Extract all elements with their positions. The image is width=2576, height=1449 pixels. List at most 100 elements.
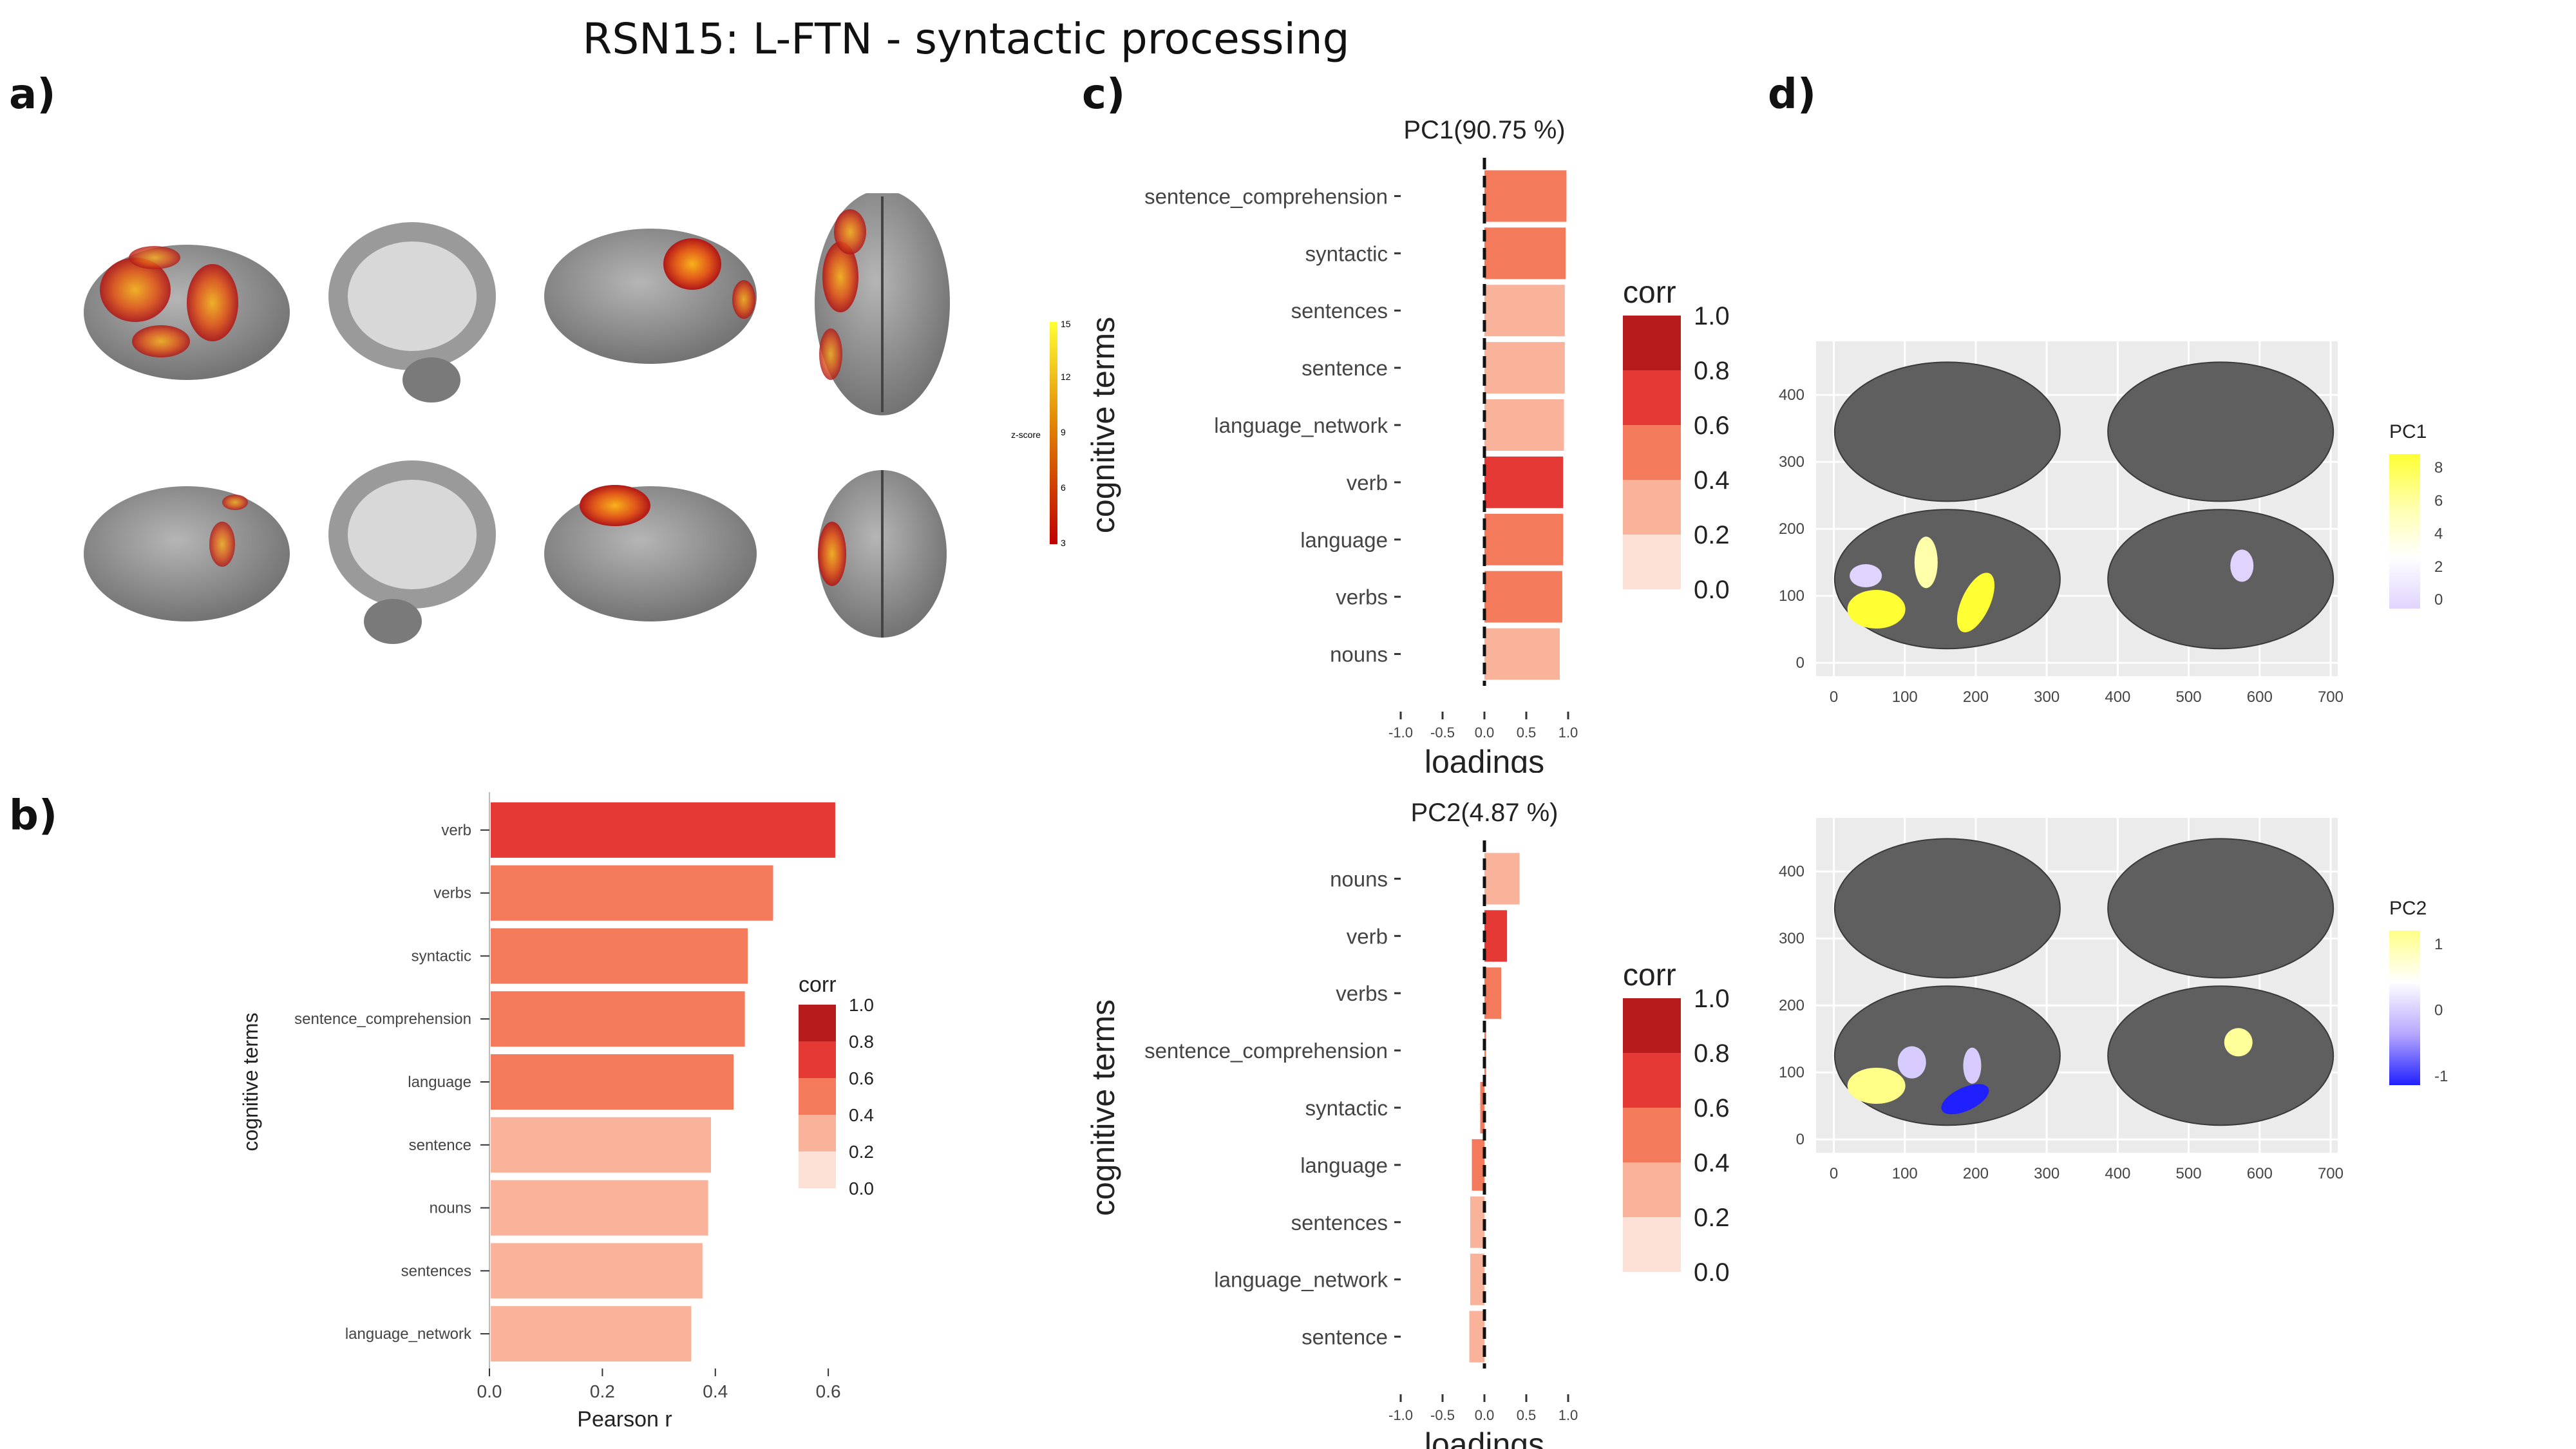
plot-d1-xtick-label-2: 200 [1963,688,1989,706]
legend-b-label-1: 0.8 [849,1032,874,1052]
chart-b-xlabel: Pearson r [577,1407,672,1432]
chart-c1-bar-sentence [1484,342,1565,394]
legend-c1-swatch-2 [1623,425,1681,480]
legend-d2-label-2: -1 [2434,1068,2448,1085]
chart-b-ylabel-language: language [408,1074,471,1091]
panel-label-d: d) [1768,71,1817,118]
chart-c1-bar-verbs [1484,571,1562,623]
cortical-map-pc1: 0 100 200 300 400 500 600 700 0 100 200 300 400 [1779,341,2344,706]
legend-c1-label-4: 0.2 [1694,521,1730,549]
chart-c1-xtick-label-0: -1.0 [1388,724,1413,741]
chart-c2-bar-sentence_comprehension [1484,1025,1486,1077]
legend-b-swatch-0 [799,1005,836,1041]
chart-b-bar-sentence [491,1117,711,1173]
legend-d1-label-1: 6 [2434,492,2443,509]
legend-d2-pc2: PC2 1 0 -1 [2389,898,2448,1085]
chart-c1-ylabel-language: language [1300,528,1388,552]
chart-c2-pc2-loadings: PC2(4.87 %) nouns verb verbs sentence_compre… [1085,799,1578,1449]
chart-c2-xtick-label-3: 0.5 [1517,1407,1537,1423]
panel-label-b: b) [9,792,58,840]
legend-c2-swatch-0 [1623,998,1681,1053]
plot-d2-xtick-label-1: 100 [1892,1165,1918,1182]
plot-d1-xtick-label-0: 0 [1830,688,1838,706]
chart-c2-ylabel-sentences: sentences [1291,1211,1388,1235]
plot-d2-region-precentral [1963,1047,1982,1084]
chart-c2-ylabel-language: language [1300,1153,1388,1177]
legend-d2-bar [2389,931,2420,1085]
plot-d2-brain-0 [1833,838,2061,979]
legend-c2-title: corr [1623,958,1676,992]
plot-d2-brain-1 [2107,838,2334,979]
chart-b-xtick-label-0: 0.0 [477,1381,502,1401]
legend-c2-swatch-4 [1623,1217,1681,1272]
brain-coronal-bottom [818,470,947,638]
chart-c2-ylabel-sentence_comprehension: sentence_comprehension [1144,1039,1388,1063]
brain-lateral-left-top [84,245,290,380]
chart-c1-xtick-label-1: -0.5 [1430,724,1455,741]
cortical-map-pc2: 0 100 200 300 400 500 600 700 0 100 200 300 400 [1779,818,2344,1182]
legend-c1-label-1: 0.8 [1694,357,1730,385]
legend-b-label-2: 0.6 [849,1068,874,1088]
legend-c2-label-2: 0.6 [1694,1094,1730,1122]
chart-c1-ylabel-language_network: language_network [1214,413,1388,437]
chart-c2-xtick-label-1: -0.5 [1430,1407,1455,1423]
legend-c2-swatch-3 [1623,1162,1681,1217]
chart-b-ylabel-sentences: sentences [401,1262,471,1280]
plot-d2-ytick-label-0: 0 [1796,1131,1804,1148]
chart-c1-ylabel-sentences: sentences [1291,299,1388,323]
plot-d2-xtick-label-5: 500 [2176,1165,2202,1182]
legend-d1-label-4: 0 [2434,591,2443,609]
plot-d1-region-ifg [1847,590,1906,629]
chart-c2-bar-verbs [1484,967,1501,1019]
legend-d1-bar [2389,454,2420,609]
chart-c1-title: PC1(90.75 %) [1403,116,1565,144]
legend-d1-label-0: 8 [2434,459,2443,477]
chart-b-xtick-label-2: 0.4 [703,1381,728,1401]
chart-c2-xtick-label-4: 1.0 [1558,1407,1578,1423]
plot-d1-xtick-label-3: 300 [2034,688,2060,706]
legend-c2-label-4: 0.2 [1694,1204,1730,1232]
chart-c2-bar-language_network [1470,1253,1484,1305]
legend-c2-label-3: 0.4 [1694,1149,1730,1177]
chart-c2-xlabel: loadings [1425,1426,1544,1449]
chart-c1-ylabel-sentence: sentence [1302,356,1388,380]
chart-b-bar-nouns [491,1180,708,1236]
legend-d1-label-3: 2 [2434,558,2443,576]
plot-d1-brain-3 [2107,509,2334,650]
zscore-tick-15: 15 [1061,319,1071,329]
chart-c2-ylabel-language_network: language_network [1214,1268,1388,1292]
chart-c1-bar-language [1484,513,1564,565]
plot-d1-region-medial [2230,549,2254,582]
legend-c1-label-0: 1.0 [1694,302,1730,330]
legend-c2-corr: corr 1.0 0.8 0.6 0.4 0.2 0.0 [1623,958,1730,1287]
chart-b-pearson: verb verbs syntactic sentence_comprehension… [239,792,841,1432]
plot-d1-xtick-label-6: 600 [2247,688,2273,706]
chart-c1-pc1-loadings: PC1(90.75 %) sentence_comprehensionsyntac… [1085,116,1578,773]
chart-c2-ylabel-verb: verb [1347,924,1388,948]
panel-label-c: c) [1082,71,1126,118]
legend-d1-title: PC1 [2389,421,2427,442]
chart-b-ylabel: cognitive terms [239,1012,262,1151]
chart-b-bar-syntactic [491,928,748,984]
chart-c1-ylabel-sentence_comprehension: sentence_comprehension [1144,184,1388,208]
plot-d1-xtick-label-7: 700 [2318,688,2344,706]
legend-b-label-4: 0.2 [849,1142,874,1162]
plot-d2-region-medial [2224,1028,2253,1057]
chart-b-ylabel-sentence_comprehension: sentence_comprehension [294,1010,471,1028]
chart-c1-bar-verb [1484,456,1564,508]
plot-d1-brain-0 [1833,361,2061,502]
legend-b-label-3: 0.4 [849,1105,874,1125]
chart-c1-xtick-label-3: 0.5 [1517,724,1537,741]
plot-d1-xtick-label-5: 500 [2176,688,2202,706]
brain-renderings-panel: 15 12 9 6 3 z-score [84,193,1071,644]
chart-c2-ylabel: cognitive terms [1085,999,1121,1216]
legend-b-swatch-1 [799,1041,836,1078]
chart-b-bar-sentence_comprehension [491,991,745,1047]
chart-c2-bar-nouns [1484,853,1520,905]
plot-d2-region-temporal [1941,1084,1989,1115]
brain-medial-bottom [544,485,757,621]
legend-d1-label-2: 4 [2434,526,2443,543]
brain-sagittal-top [328,222,496,402]
chart-c1-bar-language_network [1484,399,1564,451]
panel-label-a: a) [9,71,56,118]
